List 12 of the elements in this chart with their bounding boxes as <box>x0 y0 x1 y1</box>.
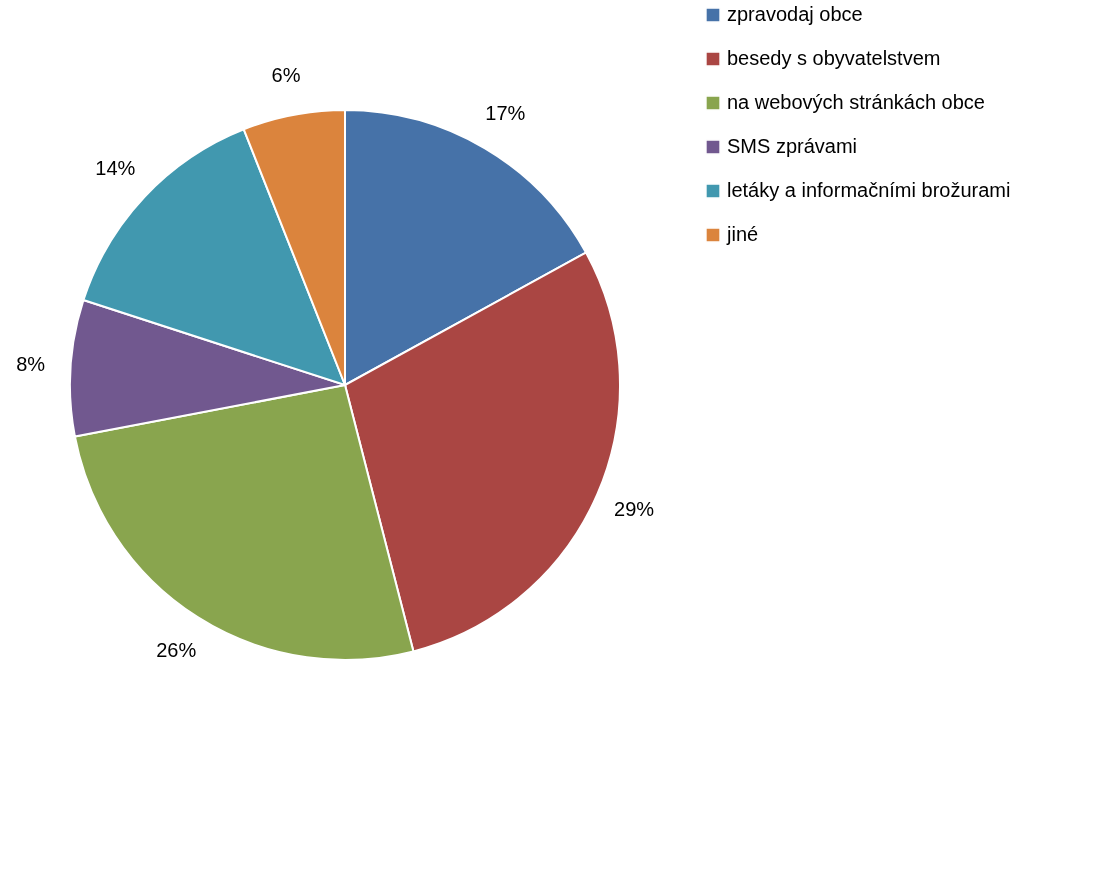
legend-label: besedy s obyvatelstvem <box>727 47 941 69</box>
legend-label: letáky a informačními brožurami <box>727 179 1011 201</box>
data-label: 29% <box>614 498 655 521</box>
data-label: 26% <box>156 638 197 661</box>
legend-label: na webových stránkách obce <box>727 91 985 113</box>
legend-label: SMS zprávami <box>727 135 858 157</box>
data-label: 8% <box>16 353 46 376</box>
legend-label: zpravodaj obce <box>727 3 863 25</box>
data-label: 17% <box>485 101 526 124</box>
data-label: 6% <box>271 63 301 86</box>
data-label: 14% <box>95 157 136 180</box>
legend-label: jiné <box>726 223 759 245</box>
